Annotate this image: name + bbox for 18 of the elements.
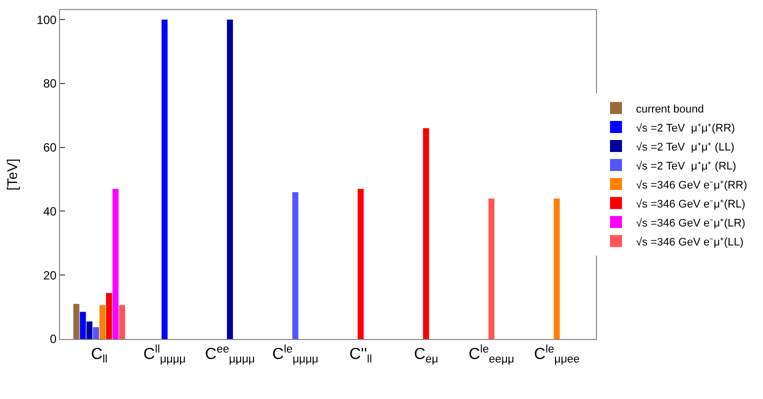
legend-label: √s =2 TeV μ⁺μ⁺ (RL) [636, 160, 736, 172]
x-tick-label: C$_{eμ}$ [414, 346, 438, 366]
y-tick-label: 0 [50, 332, 57, 346]
legend-label: √s =346 GeV e⁻μ⁺(RL) [636, 198, 746, 210]
legend-label: √s =346 GeV e⁻μ⁺(LR) [636, 217, 746, 230]
legend-label: current bound [636, 103, 704, 116]
x-tick-label: C''$_{ll}$ [349, 346, 372, 366]
legend-label: √s =2 TeV μ⁺μ⁺(RR) [636, 122, 735, 134]
legend-label: √s =346 GeV e⁻μ⁺(RR) [636, 179, 748, 192]
legend-label: √s =2 TeV μ⁺μ⁺ (LL) [636, 141, 734, 154]
y-tick-label: 100 [36, 12, 57, 27]
y-tick-label: 40 [43, 204, 57, 218]
legend-label: √s =346 GeV e⁻μ⁺(LL) [636, 236, 744, 248]
y-tick-label: 80 [43, 76, 57, 91]
y-axis-title: [TeV] [4, 158, 20, 190]
x-tick-label: C$_{ll}$ [90, 346, 108, 366]
y-tick-label: 60 [43, 140, 57, 155]
y-tick-label: 20 [43, 268, 57, 282]
